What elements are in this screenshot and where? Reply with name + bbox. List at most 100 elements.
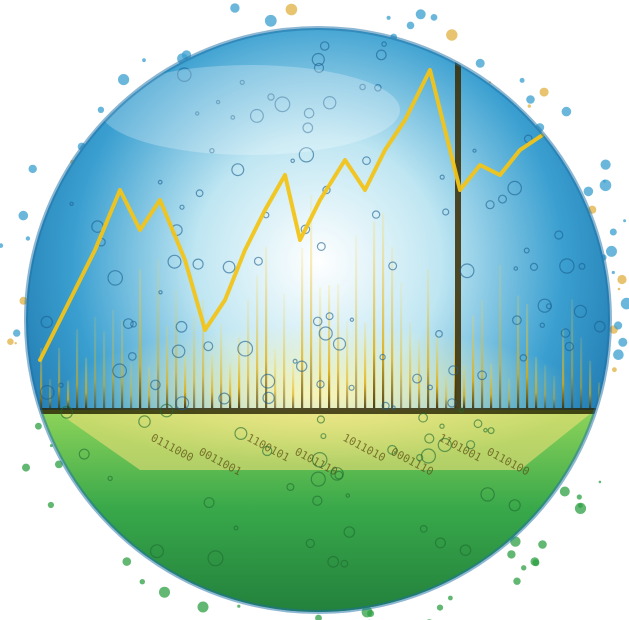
bubble (371, 210, 381, 219)
bubble (340, 559, 349, 568)
splash-drop (367, 610, 375, 617)
bubble (483, 427, 488, 433)
bubble (560, 328, 571, 338)
bubble (209, 147, 215, 154)
bubble (203, 497, 215, 509)
chart-bar (301, 247, 304, 408)
bubble (312, 495, 323, 506)
bubble (233, 525, 239, 531)
chart-bar (175, 289, 178, 408)
chart-bar (121, 319, 124, 408)
bubble (448, 365, 459, 376)
bubble (334, 470, 344, 480)
splash-drop (430, 14, 438, 21)
bubble (435, 330, 443, 338)
chart-trend-line (38, 68, 552, 362)
splash-drop (507, 550, 516, 559)
bubble (303, 107, 315, 119)
splash-drop (315, 614, 322, 620)
bubble (150, 544, 165, 559)
bubble (466, 440, 476, 450)
bubble (507, 180, 522, 196)
splash-drop (122, 557, 132, 566)
bubble (316, 380, 325, 389)
splash-drop (603, 179, 606, 183)
bubble (472, 148, 477, 153)
splash-drop (35, 422, 42, 430)
chart-bar (112, 309, 115, 408)
bubble (459, 544, 472, 556)
bubble (179, 204, 185, 210)
bubble (330, 467, 344, 481)
chart-bar (76, 329, 79, 408)
bubble (127, 352, 137, 361)
splash-drop (118, 74, 130, 86)
bubble (311, 451, 328, 468)
splash-drop (521, 565, 527, 571)
splash-drop (264, 14, 277, 27)
bubble (343, 526, 356, 538)
bubble (311, 52, 325, 67)
bubble (230, 114, 236, 120)
splash-drop (97, 106, 105, 114)
chart-bar (409, 321, 412, 408)
chart-bar (553, 375, 556, 408)
chart-bar (508, 378, 511, 408)
bubble (58, 382, 64, 388)
bubble (215, 99, 221, 105)
chart-bar (49, 379, 52, 408)
bubble (573, 304, 588, 318)
bubble (249, 108, 264, 123)
splash-drop (526, 95, 535, 104)
bubble (325, 312, 334, 321)
bubble (424, 433, 435, 444)
chart-bar (391, 247, 394, 408)
splash-drop (612, 367, 617, 373)
bubble (122, 318, 134, 330)
splash-drop (618, 337, 628, 347)
bubble (267, 93, 275, 101)
splash-drop (0, 243, 4, 248)
chart-bar (247, 298, 250, 408)
sphere-rim (24, 26, 612, 614)
bubble (274, 96, 291, 113)
bubble (207, 550, 224, 567)
chart-bar (589, 360, 592, 408)
bubble (298, 147, 315, 163)
splash-drop (13, 329, 21, 337)
chart-bar (220, 323, 223, 408)
bubble (159, 403, 174, 418)
chart-bar (94, 316, 97, 408)
bubble (387, 444, 398, 455)
bubble (564, 341, 575, 352)
bubble (194, 111, 200, 116)
chart-bar-spike (455, 60, 461, 408)
chart-bar (184, 355, 187, 408)
bubble (418, 412, 429, 423)
bubble (379, 353, 386, 361)
splash-drop (14, 342, 17, 345)
bubble (529, 262, 539, 271)
bubble (513, 266, 519, 271)
bubble (439, 174, 445, 180)
bubble (237, 340, 254, 357)
splash-drop (559, 486, 570, 497)
splash-drop (561, 106, 572, 117)
bubble (107, 475, 113, 482)
splash-drop (527, 104, 531, 108)
bubble (310, 471, 326, 487)
splash-drop (28, 164, 37, 174)
bubble (434, 537, 446, 549)
bubble (302, 122, 314, 134)
chart-bar (274, 349, 277, 408)
bubble (167, 254, 182, 269)
bubble (157, 179, 163, 185)
splash-drop (623, 219, 627, 223)
splash-drop (139, 579, 145, 585)
chart-bar (85, 357, 88, 408)
chart-bar (526, 304, 529, 408)
bubble (519, 353, 528, 362)
bubble (107, 270, 123, 286)
splash-drop (598, 480, 602, 484)
bubble (192, 258, 204, 270)
